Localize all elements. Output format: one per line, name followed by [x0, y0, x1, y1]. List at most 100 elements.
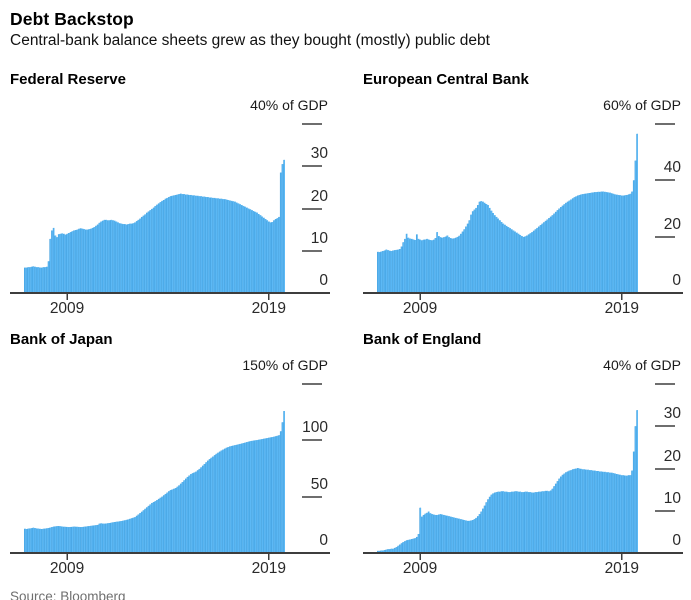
bar-highlight	[462, 231, 464, 293]
bar-highlight	[144, 508, 147, 553]
bar-highlight	[99, 523, 101, 553]
bar-highlight	[616, 473, 618, 553]
bar-highlight	[255, 440, 257, 553]
bar-highlight	[526, 235, 528, 293]
bar-highlight	[127, 224, 130, 293]
bar-highlight	[63, 233, 65, 293]
x-axis-label: 2019	[604, 560, 640, 577]
bar-highlight	[445, 236, 447, 293]
y-axis-label: 10	[310, 229, 328, 247]
bar-highlight	[591, 470, 593, 553]
bar-highlight	[506, 491, 508, 553]
bar-highlight	[134, 222, 136, 293]
bar-highlight	[580, 194, 583, 293]
bar-highlight	[486, 502, 488, 553]
bar-highlight	[606, 192, 608, 293]
chart-federal-reserve: 40% of GDP 30 20 10 0 2009 2019	[10, 96, 330, 322]
bar-highlight	[117, 222, 119, 293]
y-axis-tick	[655, 467, 675, 470]
bar-highlight	[141, 216, 143, 293]
bar-highlight	[484, 202, 486, 293]
bar-highlight	[380, 251, 383, 293]
bar-highlight	[419, 239, 422, 293]
bar-highlight	[462, 519, 464, 553]
bar-highlight	[458, 235, 461, 293]
bar-highlight	[611, 193, 613, 293]
bar-highlight	[226, 199, 228, 293]
bar-highlight	[423, 239, 425, 293]
bar-highlight	[148, 505, 150, 553]
bar-highlight	[572, 469, 574, 553]
bar-highlight	[508, 492, 510, 553]
bar-highlight	[618, 474, 620, 553]
bar-highlight	[626, 475, 628, 553]
x-axis-label: 2019	[251, 300, 287, 317]
bar-highlight	[36, 267, 38, 293]
bar-highlight	[249, 441, 252, 553]
bar-highlight	[53, 526, 55, 553]
bar-highlight	[504, 224, 506, 293]
bar-highlight	[60, 526, 62, 553]
bar-highlight	[377, 251, 379, 293]
panel-federal-reserve: Federal Reserve 40% of GDP 30 20 10 0 2009 20…	[10, 70, 330, 322]
chart-bank-of-japan: 150% of GDP 100 50 0 2009 2019	[10, 356, 330, 582]
bar-highlight	[624, 195, 627, 293]
bar-highlight	[557, 481, 559, 553]
bar-highlight	[114, 522, 116, 553]
bar-highlight	[273, 436, 275, 553]
bar-highlight	[448, 516, 450, 553]
bar-highlight	[399, 544, 401, 553]
bar-highlight	[514, 491, 516, 553]
bar-highlight	[83, 229, 86, 293]
bar-highlight	[594, 470, 596, 553]
bar-highlight	[258, 213, 260, 293]
bar-highlight	[33, 266, 35, 293]
bar-highlight	[635, 160, 637, 293]
bar-highlight	[584, 193, 586, 293]
bar-highlight	[545, 490, 547, 553]
bar-highlight	[146, 212, 148, 293]
bar-highlight	[467, 520, 469, 553]
panel-bank-of-england: Bank of England 40% of GDP 30 20 10 0 2009 20…	[363, 330, 683, 582]
bar-highlight	[224, 199, 226, 293]
x-axis-tick	[66, 554, 68, 560]
bar-highlight	[489, 207, 491, 293]
bar-highlight	[49, 527, 52, 553]
y-axis-unit-label: 40% of GDP	[250, 97, 328, 113]
bar-highlight	[497, 218, 500, 293]
bar-highlight	[614, 194, 616, 293]
page-subtitle: Central-bank balance sheets grew as they…	[10, 32, 490, 49]
bar-highlight	[282, 164, 284, 293]
bar-highlight	[204, 196, 206, 293]
bar-highlight	[94, 525, 96, 553]
bar-highlight	[92, 227, 94, 293]
bar-highlight	[450, 238, 452, 293]
bar-highlight	[521, 236, 523, 293]
bar-highlight	[408, 539, 410, 553]
bar-highlight	[188, 194, 191, 293]
bar-highlight	[195, 195, 197, 293]
bar-highlight	[55, 235, 57, 293]
bar-highlight	[563, 204, 566, 293]
bar-highlight	[594, 192, 596, 293]
bar-highlight	[173, 488, 175, 553]
bar-highlight	[95, 225, 97, 293]
bar-highlight	[460, 519, 462, 553]
bar-highlight	[105, 523, 108, 553]
bar-highlight	[61, 526, 63, 553]
bar-highlight	[447, 515, 449, 553]
bar-highlight	[504, 491, 506, 553]
bar-highlight	[200, 196, 202, 293]
bar-highlight	[379, 550, 381, 553]
bar-highlight	[426, 238, 428, 293]
bar-highlight	[156, 500, 158, 553]
bar-highlight	[531, 492, 533, 553]
y-axis-tick	[302, 165, 322, 168]
bar-highlight	[36, 528, 38, 553]
bar-highlight	[441, 237, 444, 293]
bar-highlight	[616, 194, 618, 293]
bar-highlight	[428, 511, 430, 553]
bar-highlight	[129, 223, 131, 293]
bar-highlight	[39, 528, 41, 553]
bar-highlight	[550, 216, 552, 293]
